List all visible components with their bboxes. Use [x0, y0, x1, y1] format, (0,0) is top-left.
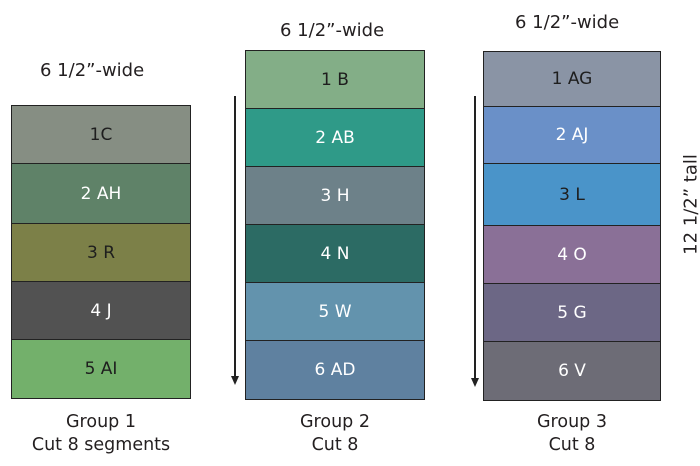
- height-label: 12 1/2” tall: [680, 154, 700, 255]
- group-1-title: Group 1: [66, 412, 136, 432]
- group-3-caption: Group 3 Cut 8: [483, 411, 661, 457]
- group-3-cut: Cut 8: [548, 435, 596, 455]
- segment: 2 AJ: [484, 107, 660, 164]
- group-2-cut: Cut 8: [311, 435, 359, 455]
- group-2-length-arrow-line: [234, 96, 236, 378]
- group-3-title: Group 3: [537, 412, 607, 432]
- group-3-width-label: 6 1/2”-wide: [515, 12, 620, 33]
- group-2-title: Group 2: [300, 412, 370, 432]
- segment: 5 G: [484, 284, 660, 342]
- group-3-length-arrow-line: [474, 96, 476, 380]
- segment: 2 AH: [12, 164, 190, 224]
- segment: 4 J: [12, 282, 190, 340]
- group-1-caption: Group 1 Cut 8 segments: [11, 411, 191, 457]
- group-3-length-arrow-head: [471, 378, 479, 387]
- segment: 6 AD: [246, 341, 424, 399]
- group-1-cut: Cut 8 segments: [31, 435, 171, 455]
- segment: 6 V: [484, 342, 660, 400]
- group-2-strip-column: 1 B 2 AB 3 H 4 N 5 W 6 AD: [245, 50, 425, 400]
- segment: 3 R: [12, 224, 190, 282]
- segment: 5 AI: [12, 340, 190, 398]
- segment: 3 H: [246, 167, 424, 225]
- segment: 1C: [12, 106, 190, 164]
- group-2-length-arrow-head: [231, 376, 239, 385]
- group-1-strip-column: 1C 2 AH 3 R 4 J 5 AI: [11, 105, 191, 399]
- segment: 2 AB: [246, 109, 424, 167]
- segment: 3 L: [484, 164, 660, 226]
- group-2-caption: Group 2 Cut 8: [245, 411, 425, 457]
- segment: 1 AG: [484, 52, 660, 107]
- group-1-width-label: 6 1/2”-wide: [40, 60, 145, 81]
- segment: 1 B: [246, 51, 424, 109]
- group-2-width-label: 6 1/2”-wide: [280, 20, 385, 41]
- group-3-strip-column: 1 AG 2 AJ 3 L 4 O 5 G 6 V: [483, 51, 661, 401]
- segment: 4 O: [484, 226, 660, 284]
- segment: 4 N: [246, 225, 424, 283]
- segment: 5 W: [246, 283, 424, 341]
